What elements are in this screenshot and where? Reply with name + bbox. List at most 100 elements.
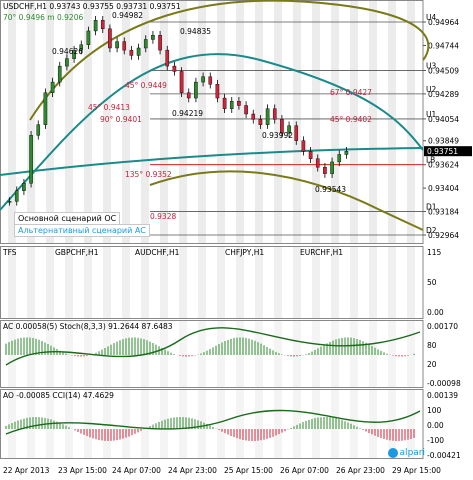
ma-slow-line — [0, 147, 424, 176]
ao-axis-label: -0.00421 — [427, 451, 461, 460]
candle-body — [294, 125, 299, 141]
main-panel-frame — [0, 0, 424, 244]
session-stripe — [179, 1, 187, 243]
session-stripe — [407, 1, 415, 243]
candle-body — [215, 83, 220, 99]
ma-olive-bottom — [149, 170, 424, 231]
candle-body — [115, 41, 119, 49]
tfs-pair-label: EURCHF,H1 — [300, 248, 343, 257]
time-tick-label: 24 Apr 23:00 — [168, 466, 217, 475]
tfs-label: TFS — [2, 248, 17, 257]
candle-body — [258, 119, 263, 125]
candle-body — [344, 151, 349, 155]
session-stripe — [255, 390, 263, 458]
angle-label: 0.9328 — [150, 212, 176, 221]
candle-body — [330, 161, 334, 174]
level-tag: U2 — [426, 85, 436, 94]
candle-body — [100, 20, 105, 30]
session-stripe — [369, 390, 377, 458]
session-stripe — [65, 247, 73, 318]
candle-body — [272, 108, 277, 120]
tfs-panel-frame — [0, 246, 424, 319]
ao-axis-label: 0.00139 — [427, 391, 458, 400]
candle-body — [194, 81, 198, 99]
price-point-label: 0.93543 — [315, 185, 346, 194]
session-stripe — [160, 321, 168, 387]
session-stripe — [274, 321, 282, 387]
ma-fast-line — [0, 53, 424, 211]
axes: 0.94964 0.94744 0.94509 0.94289 0.94054 0.938… — [3, 18, 459, 475]
level-tag: U1 — [426, 110, 436, 119]
alpari-logo-icon — [387, 448, 398, 458]
session-stripe — [388, 247, 396, 318]
tfs-axis-label: 0.00 — [427, 308, 444, 317]
tfs-axis-label: 50 — [427, 278, 437, 287]
session-stripe — [27, 247, 35, 318]
candle-body — [179, 71, 184, 93]
time-tick-label: 29 Apr 15:00 — [392, 466, 441, 475]
session-stripe — [8, 1, 16, 243]
candle-body — [7, 201, 12, 203]
session-stripe — [236, 390, 244, 458]
angle-label: 135° 0.9352 — [125, 170, 172, 179]
price-point-label: 0.94219 — [172, 109, 203, 118]
price-tick-label: 0.93624 — [428, 161, 459, 170]
session-stripe — [160, 247, 168, 318]
session-stripe — [331, 1, 339, 243]
ao-axis-label: 0.00 — [427, 421, 444, 430]
session-stripe — [27, 1, 35, 243]
time-tick-label: 25 Apr 15:00 — [224, 466, 273, 475]
session-stripe — [274, 247, 282, 318]
level-tag: D1 — [426, 203, 437, 212]
candle-body — [237, 101, 241, 106]
session-stripe — [141, 1, 149, 243]
session-stripe — [236, 1, 244, 243]
chart-labels: U4 U3 U2 U1 LB D1 D2 0.93751 USDCHF,H1 0.93743 0… — [2, 2, 472, 460]
candle-body — [222, 97, 227, 109]
session-stripe — [331, 390, 339, 458]
session-stripe — [312, 1, 320, 243]
session-stripe — [217, 390, 225, 458]
session-stripe — [65, 1, 73, 243]
candle-body — [208, 76, 213, 85]
session-stripe — [350, 247, 358, 318]
session-stripe — [388, 321, 396, 387]
price-tick-label: 0.94744 — [428, 41, 459, 50]
session-stripe — [312, 321, 320, 387]
price-tick-label: 0.94289 — [428, 90, 459, 99]
ac-axis-label: 0.00170 — [427, 322, 458, 331]
candle-body — [93, 20, 98, 32]
session-stripe — [369, 1, 377, 243]
session-stripe — [103, 247, 111, 318]
candle-body — [244, 105, 248, 115]
session-stripe — [122, 390, 130, 458]
level-tag: U3 — [426, 61, 436, 70]
session-stripe — [46, 247, 54, 318]
price-tick-label: 0.92964 — [428, 231, 459, 240]
session-stripe — [388, 1, 396, 243]
session-stripe — [122, 247, 130, 318]
session-stripe — [369, 321, 377, 387]
session-stripe — [350, 1, 358, 243]
session-stripe — [160, 390, 168, 458]
session-stripe — [84, 1, 92, 243]
angle-label: 45° 0.9449 — [125, 81, 167, 90]
session-stripe — [141, 390, 149, 458]
price-point-label: 0.94626 — [52, 47, 83, 56]
session-stripe — [103, 390, 111, 458]
candle-body — [143, 39, 148, 49]
session-stripe — [103, 321, 111, 387]
candle-body — [201, 76, 205, 83]
candle-body — [186, 92, 191, 99]
time-tick-label: 24 Apr 07:00 — [112, 466, 161, 475]
current-price-tag — [424, 146, 472, 157]
chart-marks — [0, 0, 430, 441]
tfs-pair-label: CHFJPY,H1 — [225, 248, 264, 257]
price-tick-label: 0.93184 — [428, 208, 459, 217]
price-point-label: 0.94982 — [112, 11, 143, 20]
time-tick-label: 26 Apr 07:00 — [280, 466, 329, 475]
session-stripe — [407, 247, 415, 318]
legend-alt-label: Альтернативный сценарий AC — [18, 226, 146, 235]
time-tick-label: 22 Apr 2013 — [3, 466, 50, 475]
